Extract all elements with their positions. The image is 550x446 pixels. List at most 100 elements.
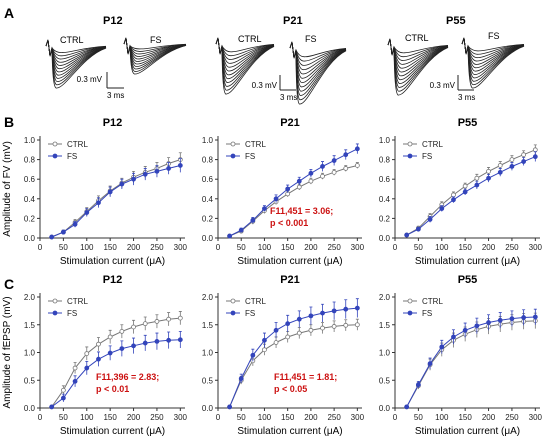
series-line: [406, 320, 536, 408]
data-point: [84, 210, 90, 215]
x-tick-label: 250: [150, 243, 164, 252]
trace-label-p12-ctrl: CTRL: [60, 35, 84, 45]
x-tick-label: 300: [351, 243, 365, 252]
trace-age-p21: P21: [283, 15, 303, 27]
y-tick-label: 0.2: [379, 214, 391, 223]
trace-age-p55: P55: [446, 15, 466, 27]
x-tick-label: 50: [59, 243, 68, 252]
data-point: [296, 178, 302, 184]
series-fs: [227, 143, 360, 239]
data-point: [331, 158, 337, 163]
data-point: [262, 347, 267, 353]
data-point: [250, 217, 256, 223]
data-point: [521, 152, 527, 158]
x-tick-label: 100: [435, 243, 449, 252]
legend-label: CTRL: [245, 140, 266, 149]
data-point: [142, 171, 148, 177]
data-point: [250, 352, 256, 358]
y-tick-label: 0.6: [24, 175, 36, 184]
trace-line: [461, 37, 525, 89]
chart-title: P21: [280, 117, 300, 129]
data-point: [354, 163, 360, 168]
trace-line: [289, 41, 347, 105]
legend-marker: [230, 310, 236, 316]
x-tick-label: 300: [529, 243, 543, 252]
data-point: [486, 168, 491, 174]
y-tick-label: 0.8: [379, 156, 391, 165]
y-tick-label: 0.6: [379, 175, 391, 184]
stat-annotation: F11,396 = 2.83;: [96, 372, 159, 382]
y-tick-label: 2.0: [202, 293, 214, 302]
data-point: [521, 315, 527, 320]
data-point: [451, 334, 456, 340]
y-tick-label: 1.0: [24, 349, 36, 358]
series-fs: [227, 298, 360, 410]
y-tick-label: 0.5: [202, 376, 214, 385]
x-tick-label: 300: [529, 413, 543, 422]
data-point: [320, 164, 325, 169]
y-tick-label: 1.0: [202, 136, 214, 145]
x-tick-label: 100: [258, 243, 272, 252]
data-point: [451, 197, 456, 203]
y-tick-label: 0.0: [379, 404, 391, 413]
data-point: [354, 322, 360, 328]
data-point: [154, 338, 160, 344]
x-tick-label: 50: [414, 243, 423, 252]
scale-t-label: 3 ms: [280, 93, 297, 102]
trace-label-p55-fs: FS: [488, 31, 500, 41]
data-point: [343, 322, 349, 328]
scale-bar-p55: 0.3 mV 3 ms: [430, 75, 475, 102]
x-tick-label: 0: [38, 413, 43, 422]
data-point: [439, 206, 445, 212]
data-point: [474, 182, 480, 188]
x-tick-label: 50: [59, 413, 68, 422]
x-axis-label: Stimulation current (μA): [237, 426, 342, 437]
x-tick-label: 100: [435, 413, 449, 422]
x-tick-label: 0: [216, 243, 221, 252]
x-axis-label: Stimulation current (μA): [60, 256, 165, 267]
panel-letter-b: B: [4, 114, 14, 130]
data-point: [238, 227, 244, 233]
data-point: [107, 189, 113, 195]
y-tick-label: 1.0: [202, 349, 214, 358]
data-point: [72, 378, 78, 384]
data-point: [486, 175, 491, 181]
legend-marker: [52, 298, 58, 304]
y-tick-label: 2.0: [24, 293, 36, 302]
scale-bar-lines: [106, 72, 124, 89]
scale-v-label: 0.3 mV: [77, 75, 103, 84]
series-fs: [49, 158, 183, 240]
trace-family-p12-fs: [123, 37, 187, 75]
data-point: [451, 192, 456, 198]
x-axis-label: Stimulation current (μA): [415, 256, 520, 267]
legend-label: CTRL: [422, 297, 443, 306]
data-point: [343, 166, 349, 171]
y-tick-label: 0.4: [24, 195, 36, 204]
data-point: [154, 168, 160, 174]
data-point: [462, 189, 468, 195]
data-point: [415, 382, 421, 388]
series-line: [229, 324, 358, 408]
y-axis-label: Amplitude of FV (mV): [2, 141, 13, 237]
chart-title: P55: [458, 274, 478, 286]
x-tick-label: 250: [505, 243, 519, 252]
data-point: [273, 196, 279, 202]
x-tick-label: 150: [281, 243, 295, 252]
chart-c-p55: P55 0 50 100 150 200 250 300 0.0 0.5 1.0 1.5 2.0 Stim…: [379, 274, 543, 437]
stat-annotation: F11,451 = 3.06;: [270, 206, 333, 216]
data-point: [497, 163, 503, 168]
data-point: [308, 170, 314, 176]
chart-title: P12: [103, 117, 123, 129]
legend-label: CTRL: [245, 297, 266, 306]
scale-v-label: 0.3 mV: [430, 81, 456, 90]
chart-title: P12: [103, 274, 123, 286]
data-point: [331, 169, 337, 175]
data-point: [404, 232, 410, 238]
scale-bar-p21: 0.3 mV 3 ms: [252, 75, 297, 102]
data-point: [154, 319, 160, 324]
legend-marker: [230, 298, 236, 304]
series-line: [406, 156, 536, 236]
scale-t-label: 3 ms: [107, 91, 124, 100]
legend-label: FS: [245, 152, 255, 161]
data-point: [497, 317, 503, 323]
